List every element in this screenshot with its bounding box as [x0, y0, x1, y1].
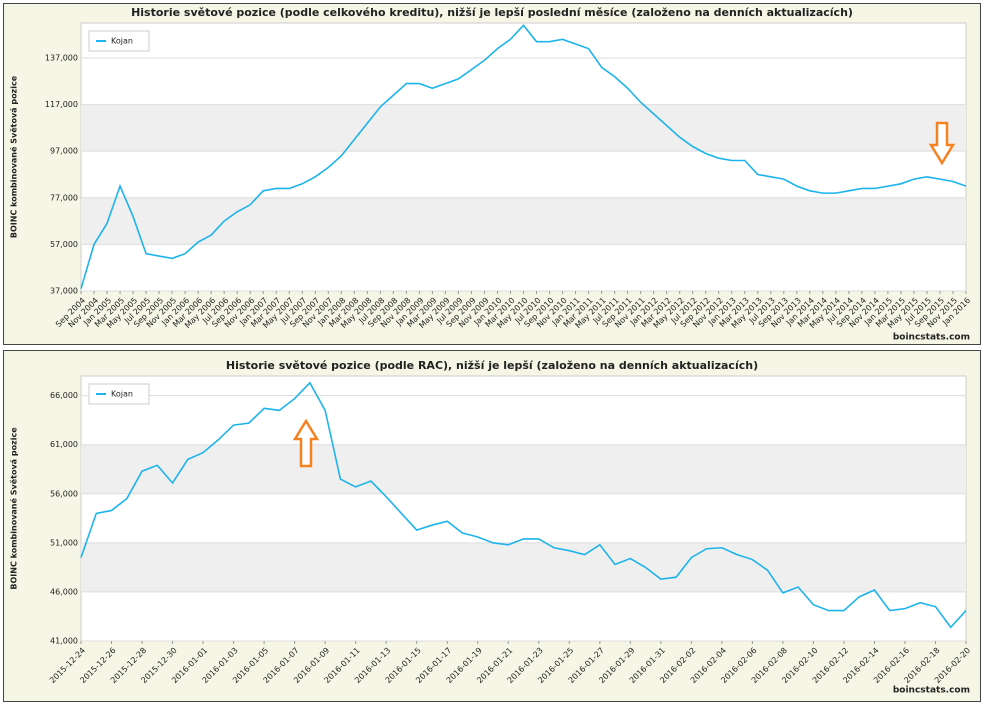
- data-line: [80, 381, 967, 629]
- grid-band: [81, 542, 966, 592]
- y-tick-label: 66,000: [50, 391, 78, 400]
- y-tick-label: 56,000: [50, 489, 78, 498]
- y-tick-label: 117,000: [45, 100, 78, 109]
- legend-label: Kojan: [111, 37, 133, 46]
- chart-title: Historie světové pozice (podle celkového…: [131, 6, 853, 19]
- chart-title: Historie světové pozice (podle RAC), niž…: [226, 359, 758, 372]
- chart-panel: 37,00057,00077,00097,000117,000137,000Se…: [3, 3, 981, 345]
- y-tick-label: 61,000: [50, 440, 78, 449]
- source-label: boincstats.com: [893, 686, 970, 696]
- grid-band: [81, 444, 966, 494]
- plot-area: [80, 22, 967, 292]
- legend: Kojan: [88, 30, 150, 52]
- legend-label: Kojan: [111, 390, 133, 399]
- highlight-arrow: [292, 418, 320, 468]
- y-axis-label: BOINC kombinované Světová pozice: [9, 75, 19, 238]
- source-label: boincstats.com: [893, 333, 970, 343]
- y-tick-label: 37,000: [50, 287, 78, 296]
- y-tick-label: 46,000: [50, 587, 78, 596]
- highlight-arrow: [928, 121, 956, 166]
- plot-area: [80, 375, 967, 642]
- y-tick-label: 57,000: [50, 240, 78, 249]
- y-tick-label: 97,000: [50, 147, 78, 156]
- y-tick-label: 137,000: [45, 53, 78, 62]
- legend-box: [88, 383, 150, 405]
- legend-box: [88, 30, 150, 52]
- legend: Kojan: [88, 383, 150, 405]
- y-tick-label: 41,000: [50, 637, 78, 646]
- grid-band: [81, 197, 966, 245]
- chart-panel: 41,00046,00051,00056,00061,00066,0002015…: [3, 350, 981, 702]
- data-line: [80, 24, 967, 289]
- y-tick-label: 51,000: [50, 538, 78, 547]
- y-axis-label: BOINC kombinované Světová pozice: [9, 427, 19, 590]
- y-tick-label: 77,000: [50, 193, 78, 202]
- grid-band: [81, 104, 966, 152]
